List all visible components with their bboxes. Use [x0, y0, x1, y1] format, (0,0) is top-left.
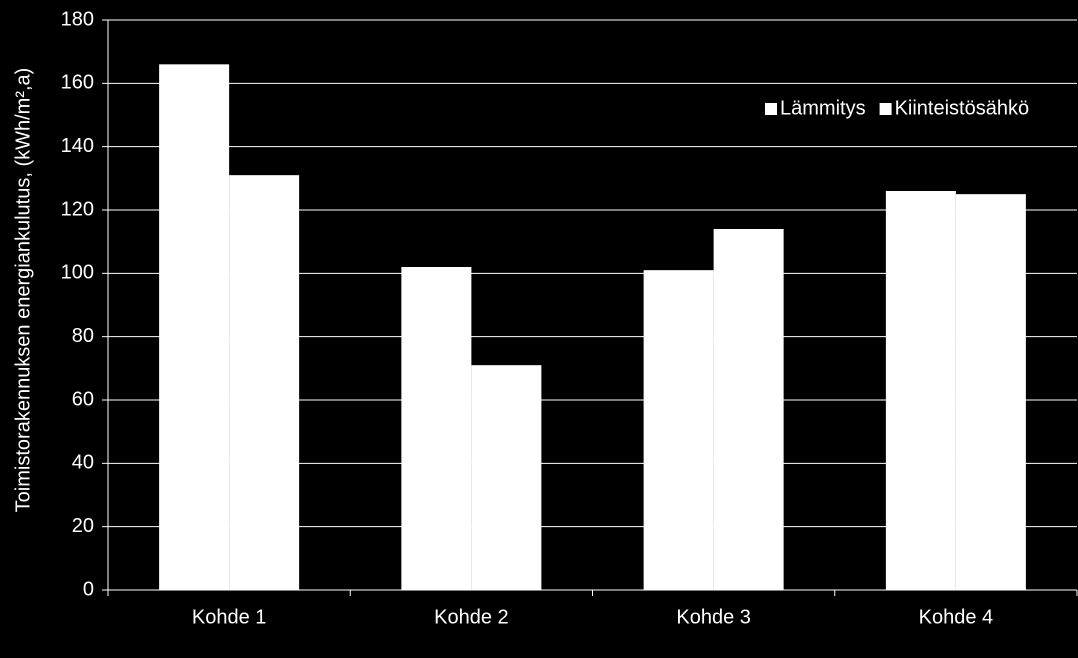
legend-swatch — [765, 103, 777, 115]
y-tick-label: 100 — [61, 262, 94, 284]
y-tick-label: 120 — [61, 198, 94, 220]
y-tick-label: 180 — [61, 8, 94, 30]
legend-swatch — [879, 103, 892, 115]
bar — [885, 191, 956, 590]
y-tick-label: 80 — [72, 325, 94, 347]
bar — [401, 267, 472, 590]
y-tick-label: 20 — [72, 515, 94, 537]
bar — [159, 64, 230, 591]
x-tick-label: Kohde 2 — [434, 606, 509, 628]
y-axis-title: Toimistorakennuksen energiankulutus, (kW… — [12, 68, 34, 513]
x-tick-label: Kohde 4 — [919, 606, 994, 628]
legend-label: Kiinteistösähkö — [895, 97, 1030, 119]
y-tick-label: 140 — [61, 135, 94, 157]
bar — [471, 365, 542, 590]
bar — [643, 270, 714, 590]
bar — [229, 175, 300, 590]
y-tick-label: 0 — [83, 578, 94, 600]
x-tick-label: Kohde 3 — [676, 606, 751, 628]
y-tick-label: 160 — [61, 72, 94, 94]
x-tick-label: Kohde 1 — [192, 606, 267, 628]
y-tick-label: 60 — [72, 388, 94, 410]
legend-label: Lämmitys — [780, 97, 866, 119]
bar — [955, 194, 1026, 590]
bar — [713, 229, 784, 590]
y-tick-label: 40 — [72, 452, 94, 474]
